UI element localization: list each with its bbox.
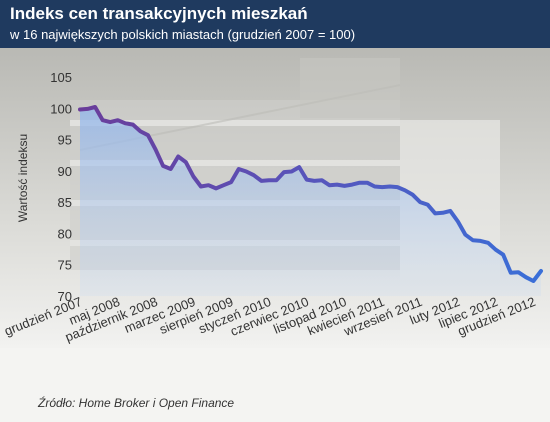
y-tick-label: 80 [58, 226, 72, 241]
y-tick-label: 105 [50, 70, 72, 85]
header-bar: Indeks cen transakcyjnych mieszkań w 16 … [0, 0, 550, 48]
chart-title: Indeks cen transakcyjnych mieszkań [10, 4, 308, 23]
y-axis-label: Wartość indeksu [16, 134, 30, 222]
series-area [80, 107, 541, 296]
y-tick-label: 100 [50, 101, 72, 116]
series-line [78, 105, 543, 283]
chart-subtitle: w 16 największych polskich miastach (gru… [10, 27, 356, 42]
y-tick-label: 85 [58, 195, 72, 210]
y-axis: 70 75 80 85 90 95 100 105 [50, 70, 72, 304]
y-tick-label: 95 [58, 133, 72, 148]
y-tick-label: 70 [58, 289, 72, 304]
area-fill-layer [80, 107, 541, 296]
source-note: Źródło: Home Broker i Open Finance [38, 396, 235, 410]
y-tick-label: 75 [58, 258, 72, 273]
series-line-layer [78, 105, 543, 283]
y-tick-label: 90 [58, 164, 72, 179]
